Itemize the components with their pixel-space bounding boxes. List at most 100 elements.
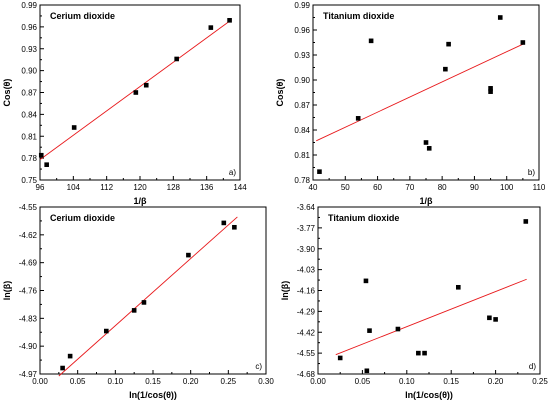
x-tick-label: 120	[133, 183, 147, 192]
y-tick-label: 0.78	[294, 176, 310, 185]
y-tick-label: -4.55	[19, 203, 38, 212]
y-tick-label: 0.81	[21, 132, 37, 141]
y-axis-label: ln(β)	[2, 281, 12, 301]
x-tick-label: 0.05	[355, 377, 371, 386]
y-tick-label: 0.84	[21, 110, 37, 119]
panel-letter: c)	[255, 362, 262, 371]
panel-letter: b)	[528, 168, 535, 177]
x-tick-label: 50	[341, 183, 350, 192]
y-axis-label: Cos(θ)	[2, 79, 12, 107]
fit-line	[39, 19, 232, 160]
y-tick-label: -4.62	[19, 231, 38, 240]
data-point	[422, 350, 427, 356]
fit-line	[316, 43, 524, 142]
y-tick-label: 0.75	[21, 176, 37, 185]
data-point	[423, 140, 429, 145]
data-point	[368, 38, 374, 44]
panel-letter: d)	[529, 362, 536, 371]
y-tick-label: 0.90	[294, 76, 310, 85]
y-tick-label: 0.78	[21, 154, 37, 163]
y-axis-label: ln(β)	[280, 281, 290, 301]
y-tick-label: -4.69	[19, 259, 38, 268]
data-point	[456, 284, 461, 290]
y-tick-label: 0.99	[21, 1, 37, 10]
y-tick-label: -4.83	[19, 314, 38, 323]
x-tick-label: 0.25	[532, 377, 548, 386]
panel-titanium-cos: Titanium dioxide b) 1/β Cos(θ) 40 50 60 70 8…	[275, 1, 546, 206]
x-tick-label: 80	[438, 183, 447, 192]
x-tick-label: 90	[470, 183, 479, 192]
x-tick-label: 104	[67, 183, 81, 192]
data-point	[523, 219, 529, 224]
data-point	[355, 116, 361, 121]
data-point	[131, 308, 137, 313]
x-tick-label: 60	[373, 183, 382, 192]
plot-frame	[312, 4, 540, 181]
plot-frame	[39, 206, 267, 375]
data-point	[60, 365, 65, 371]
y-tick-label: 0.93	[294, 51, 310, 60]
x-tick-label: 100	[500, 183, 514, 192]
data-point	[363, 278, 369, 284]
data-point	[488, 86, 493, 91]
x-tick-label: 0.20	[183, 377, 199, 386]
data-point	[71, 125, 77, 130]
x-tick-label: 40	[309, 183, 318, 192]
y-tick-label: 0.96	[294, 26, 310, 35]
x-axis-label: ln(1/cos(θ))	[129, 390, 177, 400]
x-tick-label: 0.00	[32, 377, 48, 386]
x-tick-label: 112	[100, 183, 113, 192]
y-tick-label: -4.90	[19, 342, 38, 351]
x-tick-label: 0.00	[310, 377, 326, 386]
x-tick-label: 128	[167, 183, 181, 192]
data-point	[493, 317, 498, 322]
x-tick-label: 136	[200, 183, 214, 192]
data-point	[317, 169, 322, 174]
x-tick-label: 96	[36, 183, 45, 192]
y-axis-label: Cos(θ)	[275, 79, 285, 107]
data-point	[186, 252, 191, 258]
data-point	[416, 350, 421, 356]
panel-letter: a)	[229, 168, 236, 177]
y-tick-label: 0.87	[21, 89, 37, 98]
x-axis-label: ln(1/cos(θ))	[405, 390, 453, 400]
x-tick-label: 0.10	[399, 377, 415, 386]
y-tick-label: 0.84	[294, 126, 310, 135]
data-point	[232, 224, 237, 230]
data-point	[221, 220, 227, 226]
data-point	[364, 368, 370, 374]
panel-cerium-ln: Cerium dioxide c) ln(1/cos(θ)) ln(β) 0.0…	[2, 203, 274, 400]
y-tick-label: -3.77	[297, 224, 316, 233]
y-tick-label: 0.81	[294, 151, 310, 160]
x-tick-label: 0.15	[145, 377, 161, 386]
data-point	[44, 162, 49, 167]
data-point	[446, 41, 451, 47]
fit-line	[335, 278, 527, 356]
y-tick-label: 0.87	[294, 101, 310, 110]
y-tick-label: -4.03	[297, 266, 316, 275]
data-point	[103, 328, 109, 334]
x-tick-label: 0.30	[258, 377, 274, 386]
panel-title: Cerium dioxide	[50, 213, 115, 223]
data-point	[67, 353, 73, 359]
data-point	[337, 355, 343, 361]
y-tick-label: -4.16	[297, 287, 316, 296]
data-point	[141, 300, 147, 305]
y-tick-label: -4.55	[297, 349, 316, 358]
data-point	[497, 15, 503, 20]
y-tick-label: -4.97	[19, 370, 38, 379]
y-tick-label: 0.96	[21, 23, 37, 32]
data-point	[174, 56, 179, 62]
x-tick-label: 0.10	[108, 377, 124, 386]
y-tick-label: -3.90	[297, 245, 316, 254]
data-point	[520, 40, 526, 45]
plot-frame	[39, 4, 241, 181]
data-point	[143, 82, 149, 88]
data-point	[426, 146, 432, 151]
y-tick-label: 0.99	[294, 1, 310, 10]
panel-title: Cerium dioxide	[50, 11, 115, 21]
y-tick-label: 0.90	[21, 67, 37, 76]
x-tick-label: 70	[405, 183, 414, 192]
y-tick-label: -4.76	[19, 287, 38, 296]
